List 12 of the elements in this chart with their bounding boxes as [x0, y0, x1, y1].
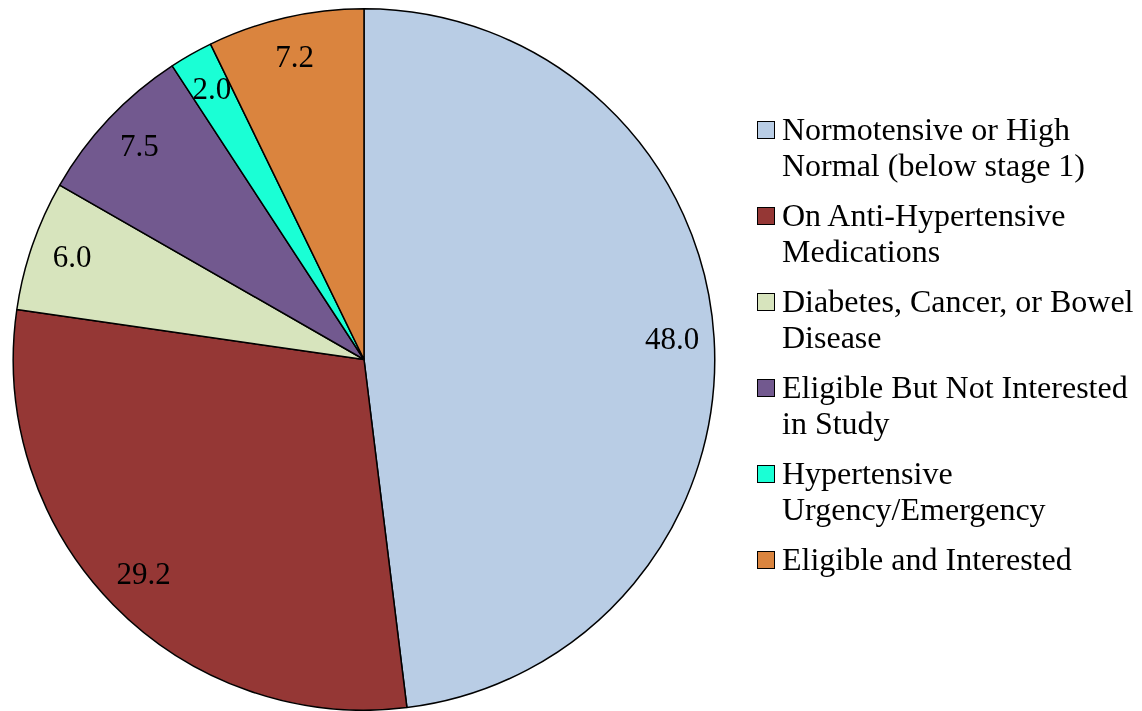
- legend-label: Eligible and Interested: [782, 541, 1072, 577]
- legend-label: Diabetes, Cancer, or Bowel Disease: [782, 283, 1135, 355]
- data-label: 48.0: [644, 320, 700, 356]
- data-label: 29.2: [116, 555, 171, 591]
- legend-label: Eligible But Not Interested in Study: [782, 369, 1129, 441]
- data-label: 7.2: [275, 38, 315, 74]
- legend-label: Hypertensive Urgency/Emergency: [782, 455, 1047, 527]
- data-label: 2.0: [192, 71, 232, 107]
- legend-label: On Anti-Hypertensive Medications: [782, 197, 1067, 269]
- data-label: 6.0: [52, 239, 92, 275]
- data-label: 7.5: [120, 127, 159, 163]
- legend-label: Normotensive or High Normal (below stage 1): [782, 111, 1086, 183]
